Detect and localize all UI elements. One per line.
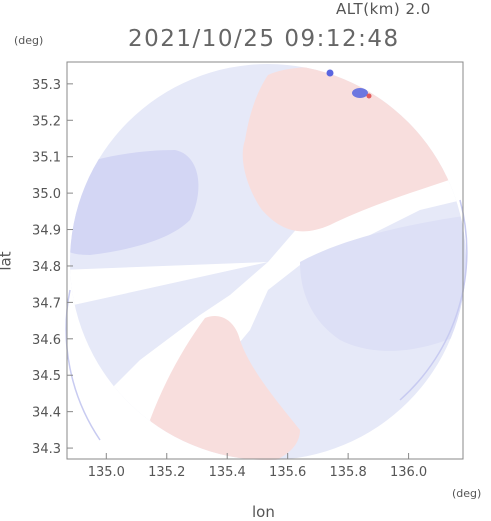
x-tick-label: 135.2 [148, 465, 185, 480]
approaching-patch-east [300, 215, 466, 351]
x-tick-label: 135.0 [88, 465, 125, 480]
x-tick-label: 135.8 [330, 465, 367, 480]
x-unit-label: (deg) [452, 487, 482, 500]
y-tick-label: 35.1 [32, 151, 61, 166]
y-tick-label: 34.6 [32, 333, 61, 348]
echo-cell [366, 93, 372, 99]
timestamp-title: 2021/10/25 09:12:48 [128, 26, 400, 52]
x-ticks: 135.0 135.2 135.4 135.6 135.8 136.0 [88, 453, 427, 480]
blind-sector [70, 262, 268, 308]
y-tick-label: 35.3 [32, 78, 61, 93]
x-tick-label: 135.4 [209, 465, 246, 480]
approaching-patch-west [70, 150, 199, 255]
y-tick-label: 34.3 [32, 442, 61, 457]
doppler-field [70, 64, 466, 460]
plot-frame [66, 61, 464, 460]
y-tick-label: 34.4 [32, 406, 61, 421]
echo-cell [352, 88, 368, 98]
y-tick-label: 34.7 [32, 296, 61, 311]
y-tick-label: 34.8 [32, 260, 61, 275]
range-ring-east [399, 199, 468, 401]
y-unit-label: (deg) [14, 34, 44, 47]
x-tick-label: 136.0 [390, 465, 427, 480]
y-tick-label: 34.9 [32, 224, 61, 239]
echo-cell [326, 69, 334, 77]
x-tick-label: 135.6 [269, 465, 306, 480]
receding-patch-south [150, 316, 300, 460]
y-tick-label: 34.5 [32, 369, 61, 384]
x-axis-label: lon [252, 503, 275, 521]
altitude-label: ALT(km) 2.0 [336, 0, 431, 18]
y-tick-label: 35.0 [32, 187, 61, 202]
y-tick-label: 35.2 [32, 114, 61, 129]
y-ticks: 35.3 35.2 35.1 35.0 34.9 34.8 34.7 34.6 34.5 34.4… [32, 78, 73, 457]
